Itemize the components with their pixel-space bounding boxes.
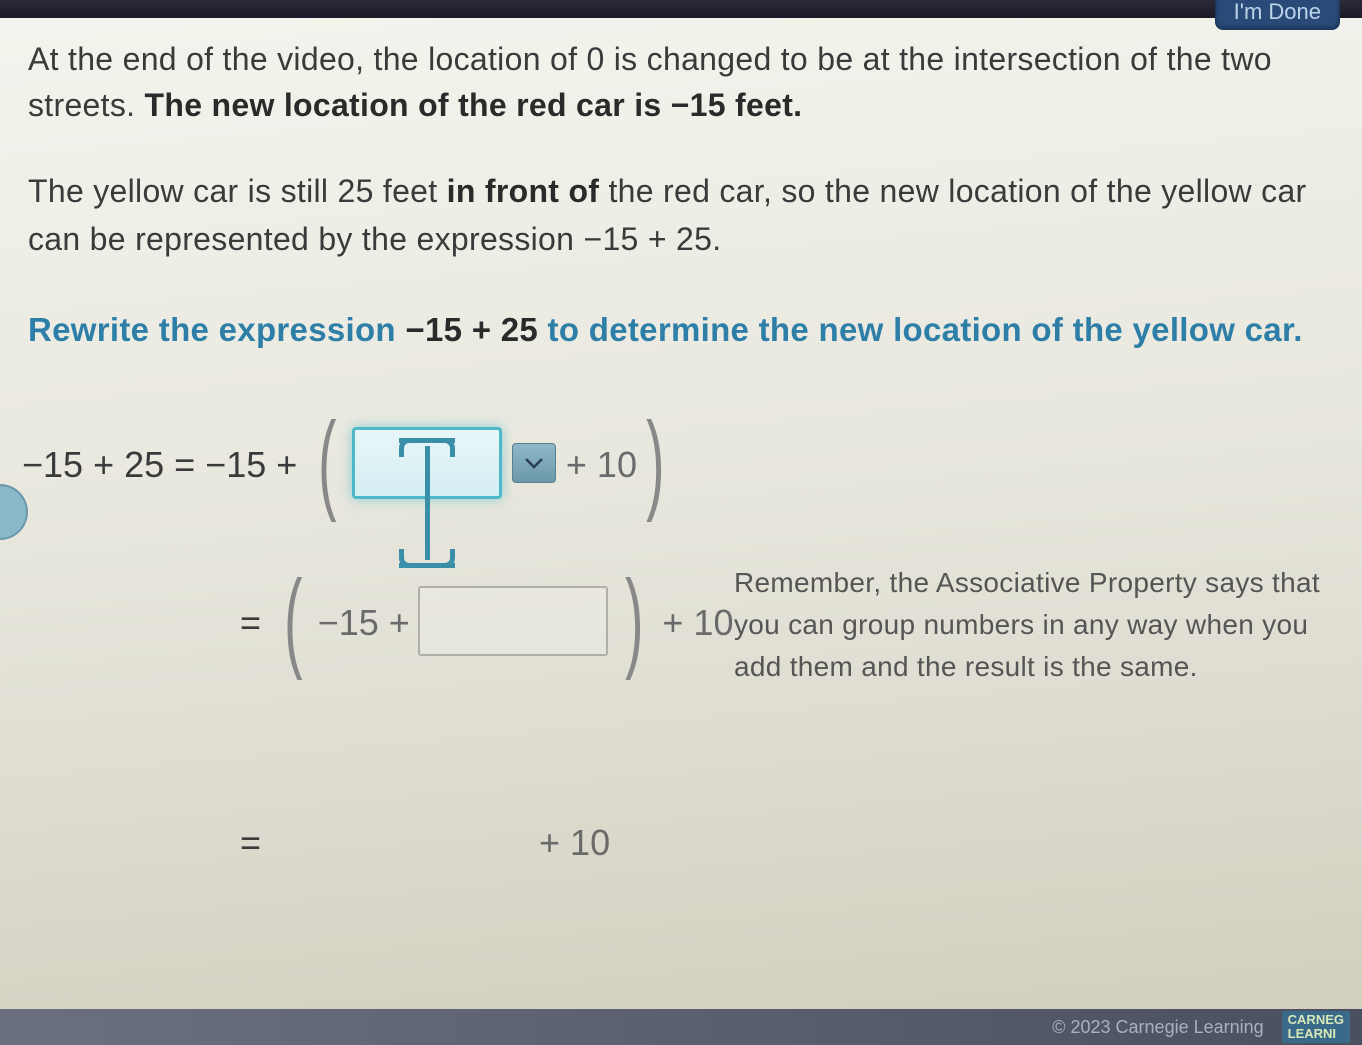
p2-expr: −15 + 25 bbox=[583, 221, 712, 257]
eq2-tail: + 10 bbox=[662, 602, 733, 644]
logo-line2: LEARNI bbox=[1288, 1026, 1336, 1041]
text-cursor-icon bbox=[399, 438, 455, 568]
dropdown-toggle[interactable] bbox=[512, 443, 556, 483]
instr-a: Rewrite the expression bbox=[28, 311, 405, 348]
equation-line-1: −15 + 25 = −15 + ( + 10 ) bbox=[22, 410, 1334, 520]
answer-input-1[interactable] bbox=[352, 427, 502, 499]
copyright-text: © 2023 Carnegie Learning bbox=[1052, 1017, 1263, 1038]
p2-bold: in front of bbox=[447, 173, 600, 209]
logo-line1: CARNEG bbox=[1288, 1012, 1344, 1027]
p2-num: 25 bbox=[338, 173, 374, 209]
p2-text-a: The yellow car is still bbox=[28, 173, 338, 209]
paragraph-1: At the end of the video, the location of… bbox=[28, 36, 1334, 129]
p1-text-a: At the end of the video, the location of bbox=[28, 41, 586, 77]
window-top-bar bbox=[0, 0, 1362, 18]
instr-b: to determine the new location of the yel… bbox=[538, 311, 1303, 348]
equation-area: −15 + 25 = −15 + ( + 10 ) = ( −15 + ) + bbox=[28, 410, 1334, 898]
done-button[interactable]: I'm Done bbox=[1215, 0, 1340, 30]
eq3-tail: + 10 bbox=[539, 822, 610, 864]
answer-input-2[interactable] bbox=[418, 586, 608, 656]
p2-text-b: feet bbox=[374, 173, 447, 209]
instruction-text: Rewrite the expression −15 + 25 to deter… bbox=[28, 305, 1334, 355]
eq2-equals: = bbox=[240, 602, 261, 644]
open-paren-icon: ( bbox=[284, 581, 302, 658]
chevron-down-icon bbox=[525, 457, 543, 469]
hint-text: Remember, the Associative Property says … bbox=[734, 562, 1344, 688]
close-paren-icon: ) bbox=[646, 423, 664, 500]
open-paren-icon: ( bbox=[318, 423, 336, 500]
eq3-equals: = bbox=[240, 822, 261, 864]
close-paren-icon: ) bbox=[625, 581, 643, 658]
eq1-lhs: −15 + 25 = −15 + bbox=[22, 444, 297, 486]
answer-input-3[interactable] bbox=[301, 806, 531, 876]
p2-text-d: . bbox=[712, 221, 721, 257]
p1-bold: The new location of the red car is −15 f… bbox=[145, 87, 803, 123]
p1-zero: 0 bbox=[586, 41, 604, 77]
eq2-a: −15 + bbox=[318, 602, 410, 644]
instr-expr: −15 + 25 bbox=[405, 311, 538, 348]
paragraph-2: The yellow car is still 25 feet in front… bbox=[28, 167, 1334, 263]
lesson-content: At the end of the video, the location of… bbox=[28, 36, 1334, 898]
carnegie-logo: CARNEG LEARNI bbox=[1282, 1011, 1350, 1044]
eq1-tail: + 10 bbox=[566, 444, 637, 486]
equation-line-3: = + 10 bbox=[240, 788, 1334, 898]
footer-bar: © 2023 Carnegie Learning CARNEG LEARNI bbox=[0, 1009, 1362, 1045]
